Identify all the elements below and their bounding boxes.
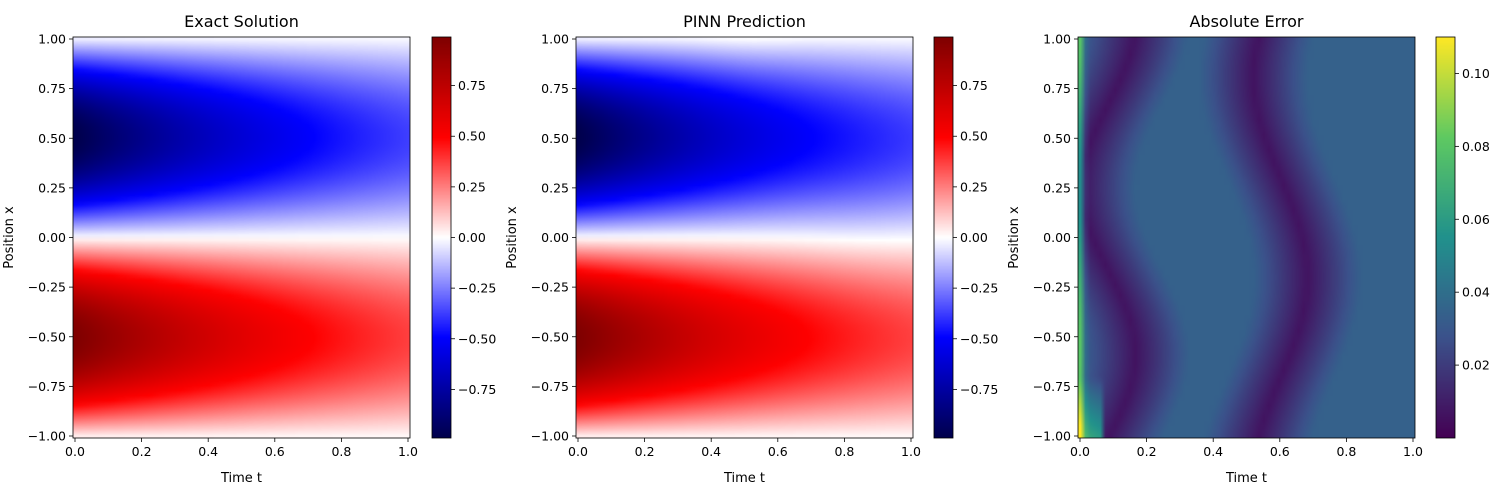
exact-solution-ylabel: Position x [2,206,17,269]
y-tick-label: 0.75 [541,81,569,96]
colorbar-tick-label: 0.50 [960,129,988,144]
y-tick-label: 0.00 [38,230,66,245]
x-tick-label: 0.8 [331,444,351,459]
absolute-error-ylabel: Position x [1007,206,1022,269]
x-tick-label: 0.6 [1270,444,1290,459]
x-tick-label: 1.0 [901,444,921,459]
colorbar-tick-label: −0.75 [458,382,496,397]
colorbar-tick-label: 0.10 [1462,66,1490,81]
colorbar-tick-label: 0.00 [960,230,988,245]
colorbar-tick-label: 0.08 [1462,139,1490,154]
y-tick-label: −0.75 [1033,379,1071,394]
pinn-prediction-colorbar [934,37,953,438]
absolute-error-heatmap [1078,37,1415,438]
x-tick-label: 1.0 [1403,444,1423,459]
pinn-prediction-ylabel: Position x [505,206,520,269]
y-tick-label: 0.25 [541,180,569,195]
y-tick-label: −1.00 [1033,429,1071,444]
x-tick-label: 0.0 [65,444,85,459]
y-tick-label: −0.75 [531,379,569,394]
x-tick-label: 0.4 [1203,444,1223,459]
y-tick-label: −0.50 [1033,329,1071,344]
colorbar-tick-label: 0.75 [960,78,988,93]
y-tick-label: 0.00 [1043,230,1071,245]
y-tick-label: −0.25 [1033,280,1071,295]
absolute-error-colorbar [1436,37,1455,438]
x-tick-label: 0.0 [568,444,588,459]
y-tick-label: 1.00 [541,32,569,47]
exact-solution-xlabel: Time t [220,471,262,486]
exact-solution-colorbar [432,37,451,438]
y-tick-label: −0.25 [28,280,66,295]
colorbar-tick-label: −0.75 [960,382,998,397]
x-tick-label: 0.2 [132,444,152,459]
x-tick-label: 0.8 [1336,444,1356,459]
colorbar-tick-label: 0.00 [458,230,486,245]
x-tick-label: 0.2 [1137,444,1157,459]
y-tick-label: −0.50 [531,329,569,344]
colorbar-tick-label: −0.50 [458,331,496,346]
x-tick-label: 1.0 [398,444,418,459]
y-tick-label: −0.25 [531,280,569,295]
exact-solution-panel: Exact Solution 0.0 0.2 0.4 0.6 0.8 1.0 1.00 0.75… [2,12,496,486]
y-tick-label: 0.75 [1043,81,1071,96]
x-tick-label: 0.0 [1070,444,1090,459]
x-tick-label: 0.4 [198,444,218,459]
exact-solution-title: Exact Solution [184,12,299,31]
colorbar-tick-label: −0.25 [458,281,496,296]
absolute-error-xlabel: Time t [1225,471,1267,486]
colorbar-tick-label: 0.75 [458,78,486,93]
y-tick-label: 1.00 [38,32,66,47]
y-tick-label: 0.75 [38,81,66,96]
y-tick-label: 0.50 [541,131,569,146]
pinn-prediction-heatmap [576,37,913,438]
y-tick-label: 0.25 [38,180,66,195]
pinn-prediction-title: PINN Prediction [683,12,806,31]
y-tick-label: 0.50 [1043,131,1071,146]
pinn-prediction-xlabel: Time t [723,471,765,486]
absolute-error-panel: Absolute Error 0.0 0.2 0.4 0.6 0.8 1.0 1.00 0.75… [1007,12,1490,486]
colorbar-tick-label: 0.02 [1462,358,1490,373]
y-tick-label: −0.50 [28,329,66,344]
colorbar-tick-label: −0.25 [960,281,998,296]
x-tick-label: 0.4 [701,444,721,459]
colorbar-tick-label: 0.06 [1462,212,1490,227]
y-tick-label: 0.25 [1043,180,1071,195]
colorbar-tick-label: 0.25 [458,179,486,194]
x-tick-label: 0.6 [768,444,788,459]
absolute-error-colorbar-frame [1435,36,1456,439]
x-tick-label: 0.8 [834,444,854,459]
exact-solution-heatmap [73,37,410,438]
y-tick-label: −0.75 [28,379,66,394]
x-tick-label: 0.6 [265,444,285,459]
colorbar-tick-label: 0.50 [458,129,486,144]
y-tick-label: −1.00 [28,429,66,444]
y-tick-label: 1.00 [1043,32,1071,47]
y-tick-label: 0.00 [541,230,569,245]
colorbar-tick-label: 0.04 [1462,285,1490,300]
x-tick-label: 0.2 [635,444,655,459]
y-tick-label: −1.00 [531,429,569,444]
y-tick-label: 0.50 [38,131,66,146]
colorbar-tick-label: −0.50 [960,331,998,346]
pinn-prediction-panel: PINN Prediction 0.0 0.2 0.4 0.6 0.8 1.0 1.00 0.7… [505,12,998,486]
absolute-error-title: Absolute Error [1189,12,1303,31]
colorbar-tick-label: 0.25 [960,179,988,194]
